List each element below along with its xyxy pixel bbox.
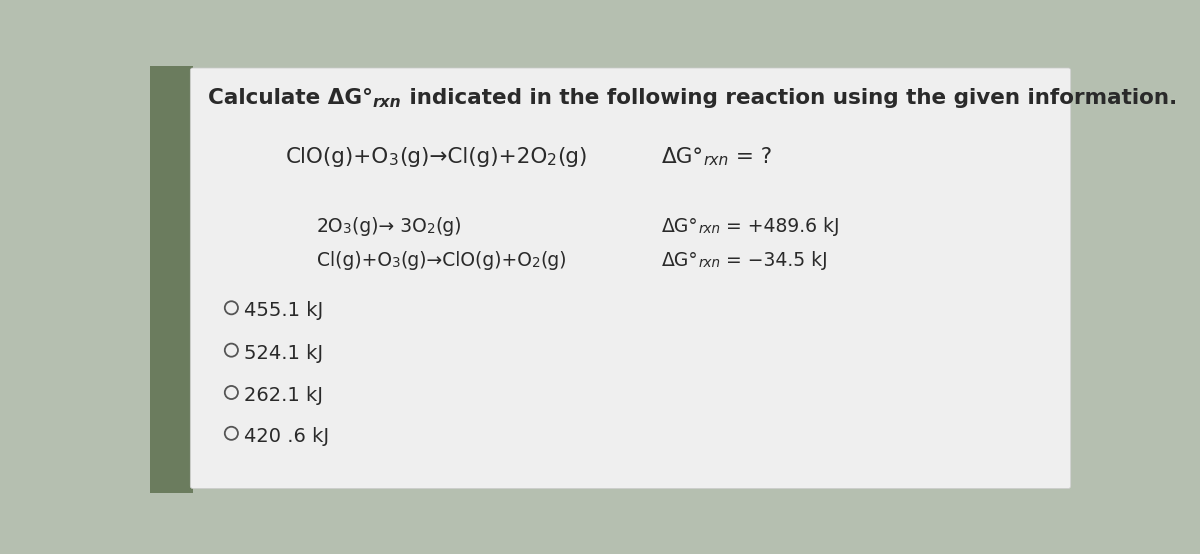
- Text: indicated in the following reaction using the given information.: indicated in the following reaction usin…: [402, 88, 1177, 108]
- Text: = ?: = ?: [728, 147, 772, 167]
- Text: 3: 3: [389, 153, 398, 168]
- Text: ΔG°: ΔG°: [661, 217, 698, 235]
- Text: ClO(g)+O: ClO(g)+O: [286, 147, 389, 167]
- FancyBboxPatch shape: [191, 68, 1070, 489]
- Text: ΔG°: ΔG°: [661, 147, 703, 167]
- Text: 262.1 kJ: 262.1 kJ: [244, 386, 323, 405]
- Text: rxn: rxn: [703, 153, 728, 168]
- Text: (g)→ 3O: (g)→ 3O: [352, 217, 426, 235]
- Text: (g)→Cl(g)+2O: (g)→Cl(g)+2O: [398, 147, 547, 167]
- Text: (g): (g): [436, 217, 462, 235]
- Text: 524.1 kJ: 524.1 kJ: [244, 343, 323, 363]
- Text: 2: 2: [426, 222, 436, 236]
- Text: 3: 3: [391, 257, 401, 270]
- Text: (g)→ClO(g)+O: (g)→ClO(g)+O: [401, 252, 532, 270]
- Text: 2: 2: [547, 153, 557, 168]
- Text: 455.1 kJ: 455.1 kJ: [244, 301, 323, 320]
- Text: Cl(g)+O: Cl(g)+O: [317, 252, 391, 270]
- Bar: [150, 66, 193, 493]
- Text: 2O: 2O: [317, 217, 343, 235]
- Text: 420 .6 kJ: 420 .6 kJ: [244, 427, 329, 446]
- Text: (g): (g): [557, 147, 587, 167]
- Text: rxn: rxn: [373, 95, 402, 110]
- Text: ΔG°: ΔG°: [661, 252, 698, 270]
- Text: rxn: rxn: [698, 257, 720, 270]
- Text: = −34.5 kJ: = −34.5 kJ: [720, 252, 828, 270]
- Text: Calculate ΔG°: Calculate ΔG°: [208, 88, 373, 108]
- Text: = +489.6 kJ: = +489.6 kJ: [720, 217, 840, 235]
- Text: 3: 3: [343, 222, 352, 236]
- Text: rxn: rxn: [698, 222, 720, 236]
- Text: (g): (g): [541, 252, 568, 270]
- Text: 2: 2: [532, 257, 541, 270]
